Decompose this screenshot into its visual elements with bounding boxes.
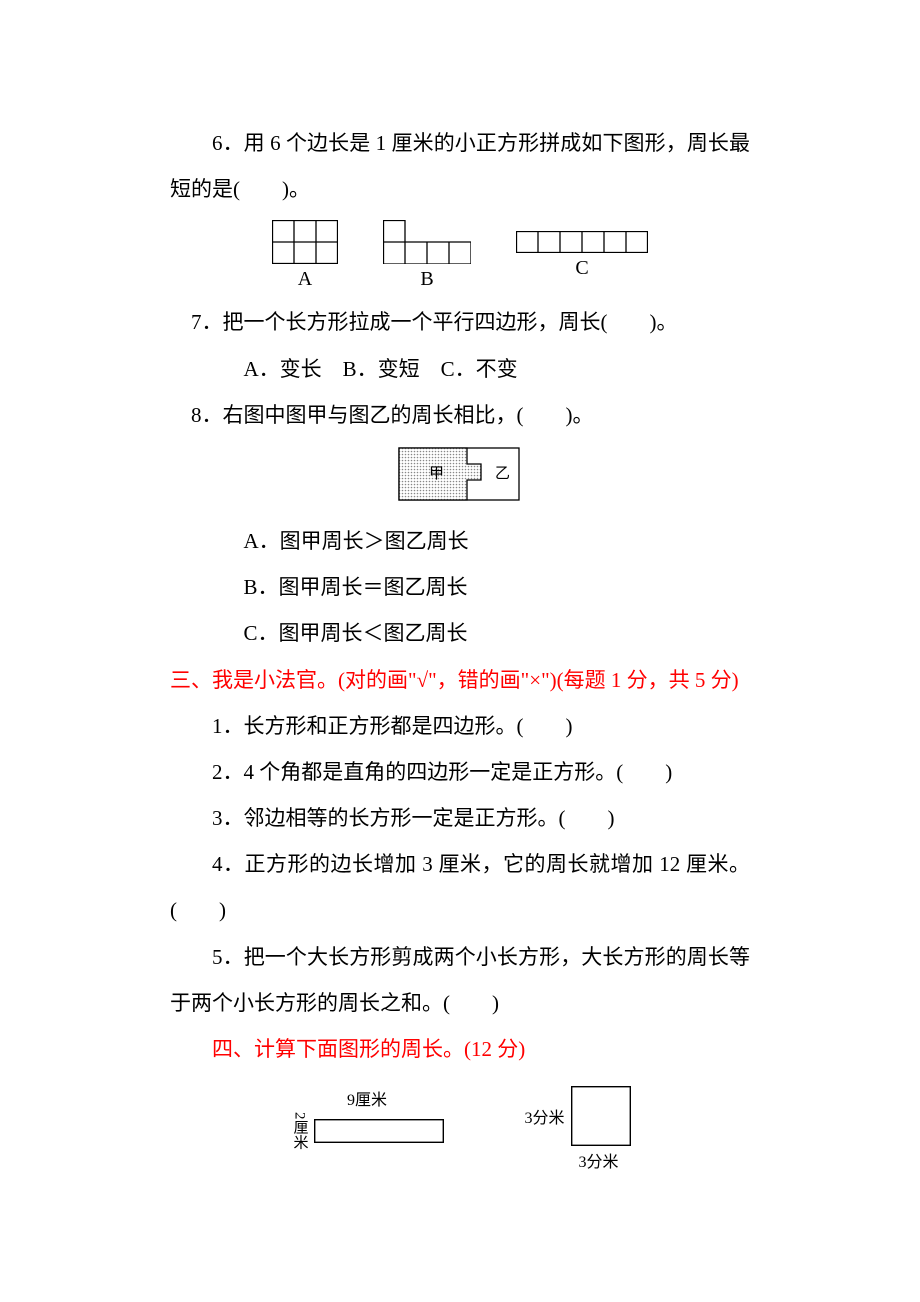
section4-figures: 9厘米 2厘米 3分米 3分米	[170, 1086, 750, 1172]
s3-item-1: 1．长方形和正方形都是四边形。( )	[170, 703, 750, 749]
s4-sq-left-label: 3分米	[524, 1104, 564, 1128]
s3-item-3: 3．邻边相等的长方形一定是正方形。( )	[170, 795, 750, 841]
q6-label-a: A	[298, 268, 312, 291]
q7-text: 7．把一个长方形拉成一个平行四边形，周长( )。	[170, 299, 750, 345]
section4-title: 四、计算下面图形的周长。(12 分)	[170, 1026, 750, 1072]
s4-sq-shape	[571, 1086, 631, 1146]
q8-opt-b: B．图甲周长＝图乙周长	[170, 564, 750, 610]
s3-item-4: 4．正方形的边长增加 3 厘米，它的周长就增加 12 厘米。( )	[170, 841, 750, 933]
s4-rect-shape	[314, 1119, 444, 1143]
q6-label-b: B	[420, 268, 433, 291]
q6-option-b: B	[383, 220, 471, 291]
q8-figure: 甲 乙	[170, 444, 750, 504]
q6-label-c: C	[575, 257, 588, 280]
q6-figures: A B C	[170, 220, 750, 291]
s4-rect-left-label: 2厘米	[289, 1112, 310, 1150]
q8-opt-c: C．图甲周长＜图乙周长	[170, 610, 750, 656]
q8-label-jia: 甲	[429, 466, 444, 482]
q8-label-yi: 乙	[495, 466, 510, 482]
q8-opt-a: A．图甲周长＞图乙周长	[170, 518, 750, 564]
q6-fig-a	[272, 220, 338, 264]
section3-title: 三、我是小法官。(对的画"√"，错的画"×")(每题 1 分，共 5 分)	[170, 657, 750, 703]
s4-rect-top-label: 9厘米	[347, 1086, 387, 1110]
s3-item-2: 2．4 个角都是直角的四边形一定是正方形。( )	[170, 749, 750, 795]
q6-text: 6．用 6 个边长是 1 厘米的小正方形拼成如下图形，周长最短的是( )。	[170, 120, 750, 212]
s4-square: 3分米 3分米	[524, 1086, 630, 1172]
q8-text: 8．右图中图甲与图乙的周长相比，( )。	[170, 392, 750, 438]
s3-item-5: 5．把一个大长方形剪成两个小长方形，大长方形的周长等于两个小长方形的周长之和。(…	[170, 934, 750, 1026]
q7-options: A．变长 B．变短 C．不变	[170, 346, 750, 392]
q6-fig-b	[383, 220, 471, 264]
s4-sq-bottom-label: 3分米	[578, 1148, 618, 1172]
q6-option-c: C	[516, 231, 648, 280]
s4-rectangle: 9厘米 2厘米	[289, 1086, 444, 1150]
q6-fig-c	[516, 231, 648, 253]
q6-option-a: A	[272, 220, 338, 291]
